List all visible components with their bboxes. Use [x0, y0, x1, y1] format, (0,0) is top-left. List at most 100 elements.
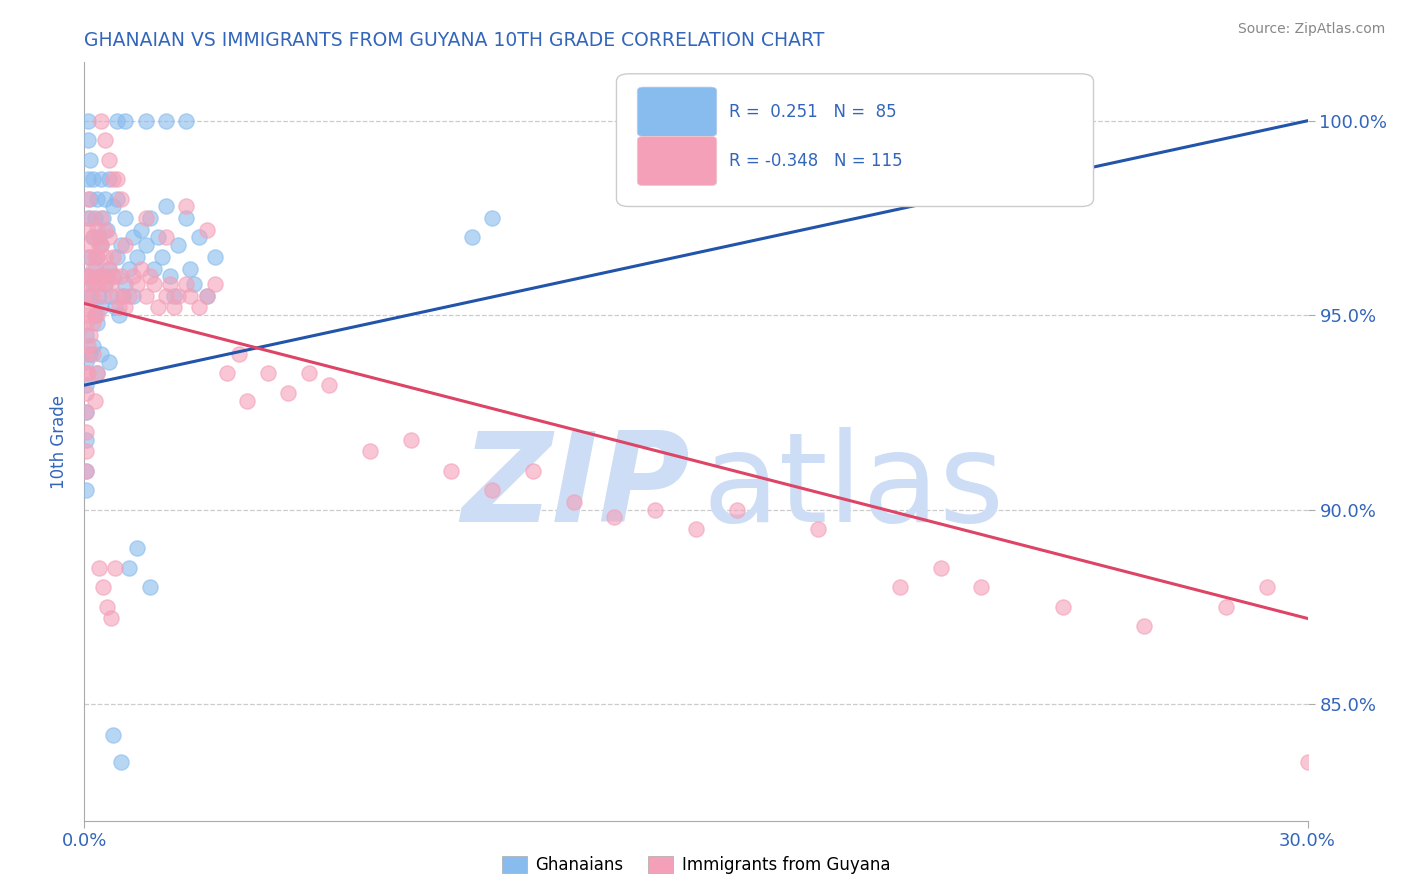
Point [155, 230, 177, 244]
Point [142, 277, 165, 291]
Point [82, 172, 104, 186]
Point [228, 347, 250, 361]
Point [93, 222, 115, 236]
Point [86, 277, 108, 291]
Point [97, 153, 120, 167]
Point [101, 199, 124, 213]
Point [108, 308, 131, 322]
Point [150, 250, 173, 264]
Point [83, 308, 105, 322]
Point [174, 211, 197, 225]
Point [77, 339, 100, 353]
Point [167, 289, 190, 303]
Point [110, 238, 132, 252]
Point [79, 347, 101, 361]
Point [91, 269, 114, 284]
Point [82, 230, 104, 244]
Point [127, 277, 149, 291]
Point [970, 580, 993, 594]
Point [399, 433, 422, 447]
Point [277, 386, 299, 401]
Point [77, 211, 100, 225]
Point [195, 289, 218, 303]
Point [1133, 619, 1156, 633]
Point [174, 199, 197, 213]
Point [142, 261, 165, 276]
Point [96, 599, 118, 614]
Point [104, 269, 127, 284]
Point [82, 339, 104, 353]
Point [77, 308, 100, 322]
Point [79, 211, 101, 225]
Point [97, 261, 120, 276]
Text: ZIP: ZIP [461, 426, 690, 548]
Point [82, 277, 104, 291]
Point [93, 192, 115, 206]
Point [114, 211, 136, 225]
Point [83, 308, 105, 322]
Point [86, 250, 108, 264]
Point [75, 405, 97, 419]
Point [105, 113, 128, 128]
Point [135, 113, 157, 128]
Point [195, 289, 218, 303]
Point [75, 347, 97, 361]
Point [79, 250, 101, 264]
Point [82, 347, 104, 361]
Point [101, 172, 124, 186]
Point [118, 289, 141, 303]
Text: atlas: atlas [702, 426, 1004, 548]
Point [217, 367, 239, 381]
Point [204, 277, 226, 291]
Point [146, 301, 169, 315]
Point [481, 211, 503, 225]
Point [131, 261, 153, 276]
FancyBboxPatch shape [616, 74, 1094, 207]
Point [562, 495, 585, 509]
Point [155, 289, 177, 303]
Point [105, 172, 128, 186]
Point [82, 289, 104, 303]
Point [114, 238, 136, 252]
Point [118, 561, 141, 575]
Point [96, 222, 118, 236]
Point [127, 250, 149, 264]
Point [75, 433, 97, 447]
Point [135, 238, 157, 252]
Point [522, 464, 544, 478]
Point [75, 386, 97, 401]
Point [183, 277, 205, 291]
Text: R = -0.348   N = 115: R = -0.348 N = 115 [728, 152, 903, 170]
Point [114, 277, 136, 291]
Text: R =  0.251   N =  85: R = 0.251 N = 85 [728, 103, 897, 120]
Point [159, 269, 181, 284]
Point [101, 728, 124, 742]
Point [93, 133, 115, 147]
Point [79, 301, 101, 315]
Point [90, 238, 112, 252]
FancyBboxPatch shape [637, 136, 717, 186]
Point [82, 230, 104, 244]
Point [135, 211, 157, 225]
Point [1052, 599, 1074, 614]
Text: GHANAIAN VS IMMIGRANTS FROM GUYANA 10TH GRADE CORRELATION CHART: GHANAIAN VS IMMIGRANTS FROM GUYANA 10TH … [84, 30, 825, 50]
Point [75, 464, 97, 478]
Point [644, 502, 666, 516]
Point [318, 378, 340, 392]
Point [87, 561, 110, 575]
Point [110, 269, 132, 284]
Point [359, 444, 381, 458]
Point [87, 289, 110, 303]
Point [97, 355, 120, 369]
Point [87, 238, 110, 252]
Point [112, 289, 135, 303]
Point [110, 756, 132, 770]
Point [83, 261, 105, 276]
Point [167, 238, 190, 252]
Point [90, 238, 112, 252]
Point [163, 301, 186, 315]
Point [114, 113, 136, 128]
Point [75, 483, 97, 497]
Point [110, 192, 132, 206]
Point [1296, 756, 1319, 770]
